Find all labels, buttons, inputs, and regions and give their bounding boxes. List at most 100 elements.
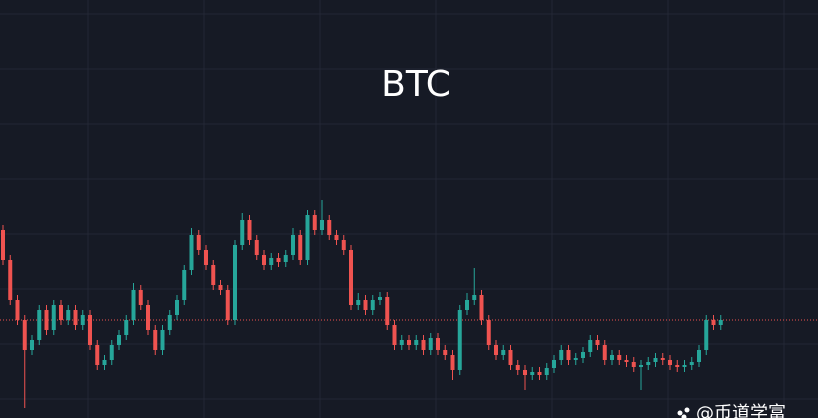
candle-body: [465, 300, 469, 310]
candle-body: [124, 320, 129, 335]
candle-body: [689, 362, 694, 365]
candle-body: [704, 320, 709, 350]
candle-body: [73, 310, 78, 325]
candle-body: [631, 362, 636, 367]
candle-body: [697, 350, 701, 362]
candle-body: [653, 358, 658, 362]
candle-body: [15, 300, 20, 320]
candle-body: [30, 340, 34, 350]
candle-body: [668, 360, 672, 365]
candle-body: [399, 340, 404, 345]
candle-body: [428, 338, 433, 350]
candle-body: [80, 315, 85, 325]
candle-body: [117, 335, 121, 345]
candle-body: [602, 345, 607, 360]
candle-body: [153, 330, 158, 350]
candle-body: [182, 270, 187, 300]
candle-body: [407, 340, 411, 345]
candle-body: [334, 235, 339, 240]
candle-body: [276, 258, 281, 262]
candle-body: [225, 290, 230, 320]
candle-body: [269, 258, 274, 265]
candle-body: [160, 330, 165, 350]
candle-body: [566, 350, 571, 360]
candle-body: [646, 362, 651, 365]
candle-body: [450, 355, 455, 370]
candle-body: [59, 305, 63, 320]
candle-body: [392, 325, 397, 345]
candle-body: [617, 355, 622, 360]
candle-body: [291, 235, 295, 255]
candle-body: [320, 220, 324, 230]
candle-body: [378, 297, 382, 300]
candle-body: [102, 360, 107, 365]
candle-body: [414, 340, 419, 345]
candle-body: [204, 250, 208, 265]
candle-body: [167, 315, 172, 330]
candle-body: [240, 220, 245, 245]
candle-body: [356, 300, 361, 305]
candle-body: [443, 350, 448, 355]
candle-body: [457, 310, 462, 370]
candle-body: [95, 345, 100, 365]
candle-body: [624, 360, 629, 362]
candle-body: [138, 290, 143, 305]
candle-body: [486, 320, 491, 345]
watermark-icon: [677, 407, 690, 418]
candle-body: [436, 338, 440, 350]
candle-body: [530, 372, 535, 375]
candle-body: [211, 265, 216, 285]
candle-body: [8, 260, 13, 300]
candle-body: [175, 300, 179, 315]
candle-body: [312, 215, 317, 230]
candle-body: [544, 368, 549, 375]
candle-body: [639, 365, 643, 367]
candle-body: [44, 310, 49, 330]
candle-body: [573, 358, 578, 360]
candle-body: [66, 310, 71, 320]
candle-body: [196, 235, 201, 250]
candle-body: [233, 245, 237, 320]
candle-body: [363, 300, 368, 310]
candle-body: [610, 355, 614, 360]
candle-body: [494, 345, 498, 355]
candle-body: [385, 297, 390, 325]
candle-body: [421, 340, 426, 350]
candle-body: [109, 345, 114, 360]
candle-body: [588, 340, 593, 352]
candle-body: [660, 358, 665, 360]
candle-body: [595, 340, 600, 345]
candle-body: [51, 305, 56, 330]
candle-body: [88, 315, 92, 345]
candle-body: [537, 372, 542, 375]
candle-body: [711, 320, 716, 325]
candle-body: [218, 285, 223, 290]
candle-body: [559, 350, 564, 360]
candle-body: [349, 250, 353, 305]
candle-body: [341, 240, 346, 250]
candle-body: [327, 220, 332, 235]
candle-body: [718, 320, 723, 325]
watermark: @币道学富: [696, 403, 786, 418]
candle-body: [298, 235, 303, 260]
candle-body: [552, 360, 556, 368]
candle-body: [523, 370, 527, 375]
candle-body: [501, 350, 506, 355]
candle-body: [189, 235, 194, 270]
candle-body: [515, 365, 520, 370]
candle-body: [305, 215, 310, 260]
candle-body: [682, 365, 687, 367]
chart-title: BTC: [381, 64, 451, 105]
candle-body: [581, 352, 585, 358]
candle-body: [675, 365, 680, 367]
candle-body: [131, 290, 136, 320]
candle-body: [508, 350, 513, 365]
candle-body: [254, 240, 259, 255]
candle-body: [262, 255, 266, 265]
candle-body: [1, 230, 5, 260]
candle-body: [37, 310, 42, 340]
candle-body: [479, 295, 484, 320]
candle-body: [283, 255, 288, 262]
